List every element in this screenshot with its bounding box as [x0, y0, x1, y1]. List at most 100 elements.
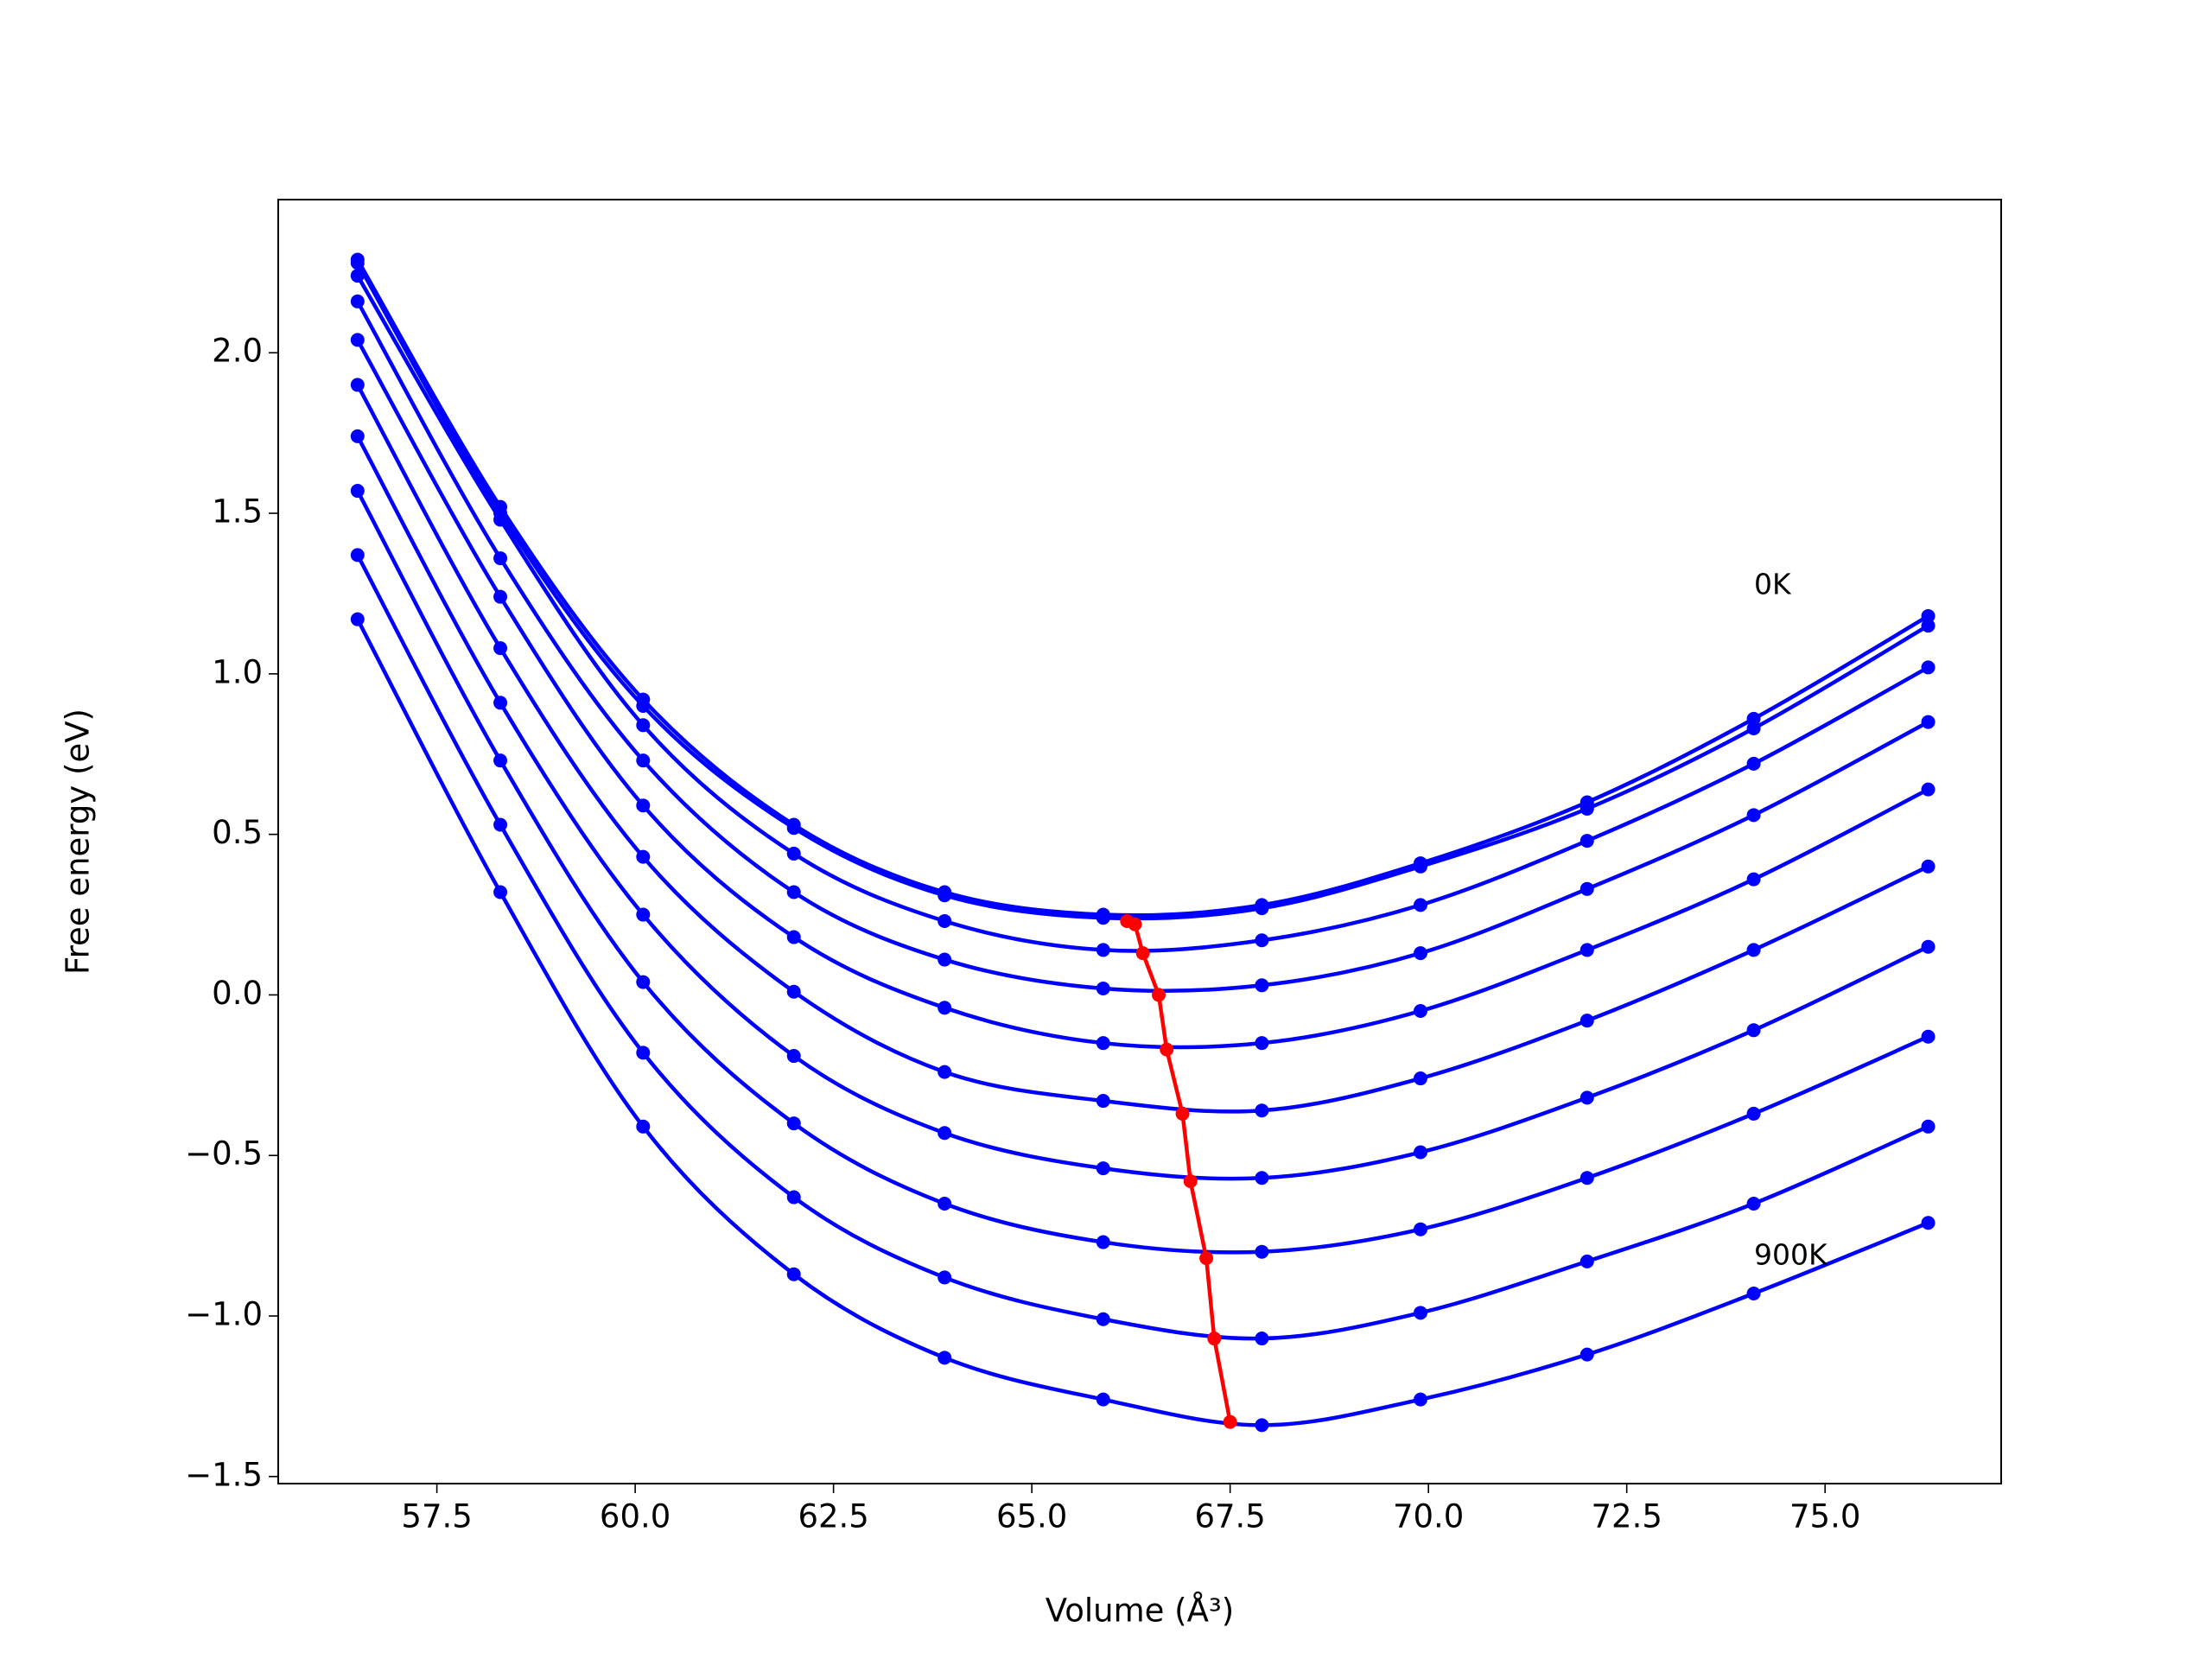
free-energy-curve: [355, 262, 1929, 921]
curve-annotation: 0K: [1754, 568, 1792, 601]
data-point: [1921, 619, 1936, 633]
data-point: [938, 1270, 952, 1285]
data-point: [1413, 1392, 1427, 1407]
data-point: [1580, 1171, 1594, 1185]
free-energy-curve: [355, 435, 1929, 1181]
data-point: [786, 1049, 801, 1064]
data-point: [938, 1126, 952, 1141]
data-point: [938, 913, 952, 928]
data-point: [1746, 872, 1761, 887]
plot-frame: [277, 199, 2002, 1484]
data-point: [350, 294, 365, 308]
data-point: [1746, 808, 1761, 823]
data-point: [1255, 1171, 1269, 1185]
data-point: [1921, 782, 1936, 797]
data-point: [1921, 939, 1936, 954]
free-energy-curve: [355, 258, 1929, 918]
data-point: [938, 1196, 952, 1211]
data-point: [350, 429, 365, 443]
data-point: [1746, 711, 1761, 726]
data-point: [1413, 1306, 1427, 1320]
data-point: [1413, 1071, 1427, 1086]
data-point: [636, 753, 651, 768]
data-point: [350, 378, 365, 392]
y-tick-label: 2.0: [212, 333, 263, 370]
data-point: [636, 1046, 651, 1060]
data-point: [1096, 1312, 1110, 1326]
data-point: [1413, 859, 1427, 874]
data-point: [493, 817, 508, 832]
data-point: [938, 1065, 952, 1079]
data-point: [493, 753, 508, 768]
x-tick-label: 65.0: [996, 1498, 1067, 1535]
data-point: [1746, 1106, 1761, 1121]
data-point: [1746, 1196, 1761, 1211]
data-point: [1580, 834, 1594, 849]
data-point: [786, 821, 801, 836]
data-point: [786, 1116, 801, 1131]
data-point: [1413, 946, 1427, 961]
free-energy-curve: [355, 618, 1929, 1427]
free-energy-curve: [355, 554, 1929, 1341]
data-point: [636, 1119, 651, 1134]
data-point: [1255, 978, 1269, 993]
x-tick-label: 70.0: [1393, 1498, 1464, 1535]
data-point: [1096, 911, 1110, 925]
free-energy-curve: [355, 300, 1929, 994]
data-point: [1255, 1244, 1269, 1259]
data-point: [1096, 1235, 1110, 1249]
data-point: [493, 589, 508, 604]
data-point: [1921, 608, 1936, 623]
data-point: [1096, 982, 1110, 996]
data-point: [1746, 1023, 1761, 1038]
data-point: [636, 975, 651, 989]
data-point: [938, 1001, 952, 1015]
data-point: [1128, 917, 1142, 931]
x-tick-label: 72.5: [1591, 1498, 1662, 1535]
data-point: [493, 512, 508, 527]
data-point: [1746, 756, 1761, 771]
data-point: [1580, 881, 1594, 896]
data-point: [1921, 1216, 1936, 1230]
data-point: [636, 798, 651, 813]
data-point: [1921, 715, 1936, 729]
data-point: [1096, 1036, 1110, 1051]
data-point: [1413, 1004, 1427, 1019]
data-point: [1921, 660, 1936, 675]
x-tick-label: 60.0: [600, 1498, 671, 1535]
data-point: [636, 699, 651, 714]
data-point: [636, 849, 651, 864]
data-point: [1746, 1287, 1761, 1301]
data-point: [1255, 1332, 1269, 1346]
data-point: [350, 612, 365, 626]
x-tick-label: 75.0: [1789, 1498, 1860, 1535]
free-energy-curve: [355, 489, 1929, 1255]
data-point: [493, 696, 508, 710]
x-tick-label: 62.5: [798, 1498, 868, 1535]
free-energy-curve: [355, 339, 1929, 1050]
data-point: [350, 548, 365, 563]
data-point: [1255, 1418, 1269, 1433]
x-tick-label: 67.5: [1194, 1498, 1265, 1535]
data-point: [1255, 1036, 1269, 1051]
data-point: [786, 846, 801, 861]
data-point: [1223, 1414, 1237, 1429]
data-point: [1255, 901, 1269, 916]
data-point: [1413, 898, 1427, 912]
free-energy-curve: [355, 274, 1929, 953]
curve-annotation: 900K: [1754, 1238, 1828, 1272]
data-point: [1921, 1029, 1936, 1044]
y-tick-label: −1.0: [185, 1296, 263, 1333]
data-point: [1183, 1173, 1198, 1188]
data-point: [350, 333, 365, 347]
data-point: [1413, 1145, 1427, 1160]
data-point: [636, 718, 651, 733]
data-point: [1207, 1332, 1222, 1346]
free-energy-curve: [355, 384, 1929, 1114]
data-point: [786, 1190, 801, 1205]
data-point: [350, 256, 365, 270]
data-point: [1135, 946, 1150, 961]
y-tick-label: 1.0: [212, 653, 263, 690]
x-tick-label: 57.5: [401, 1498, 472, 1535]
data-point: [786, 885, 801, 899]
